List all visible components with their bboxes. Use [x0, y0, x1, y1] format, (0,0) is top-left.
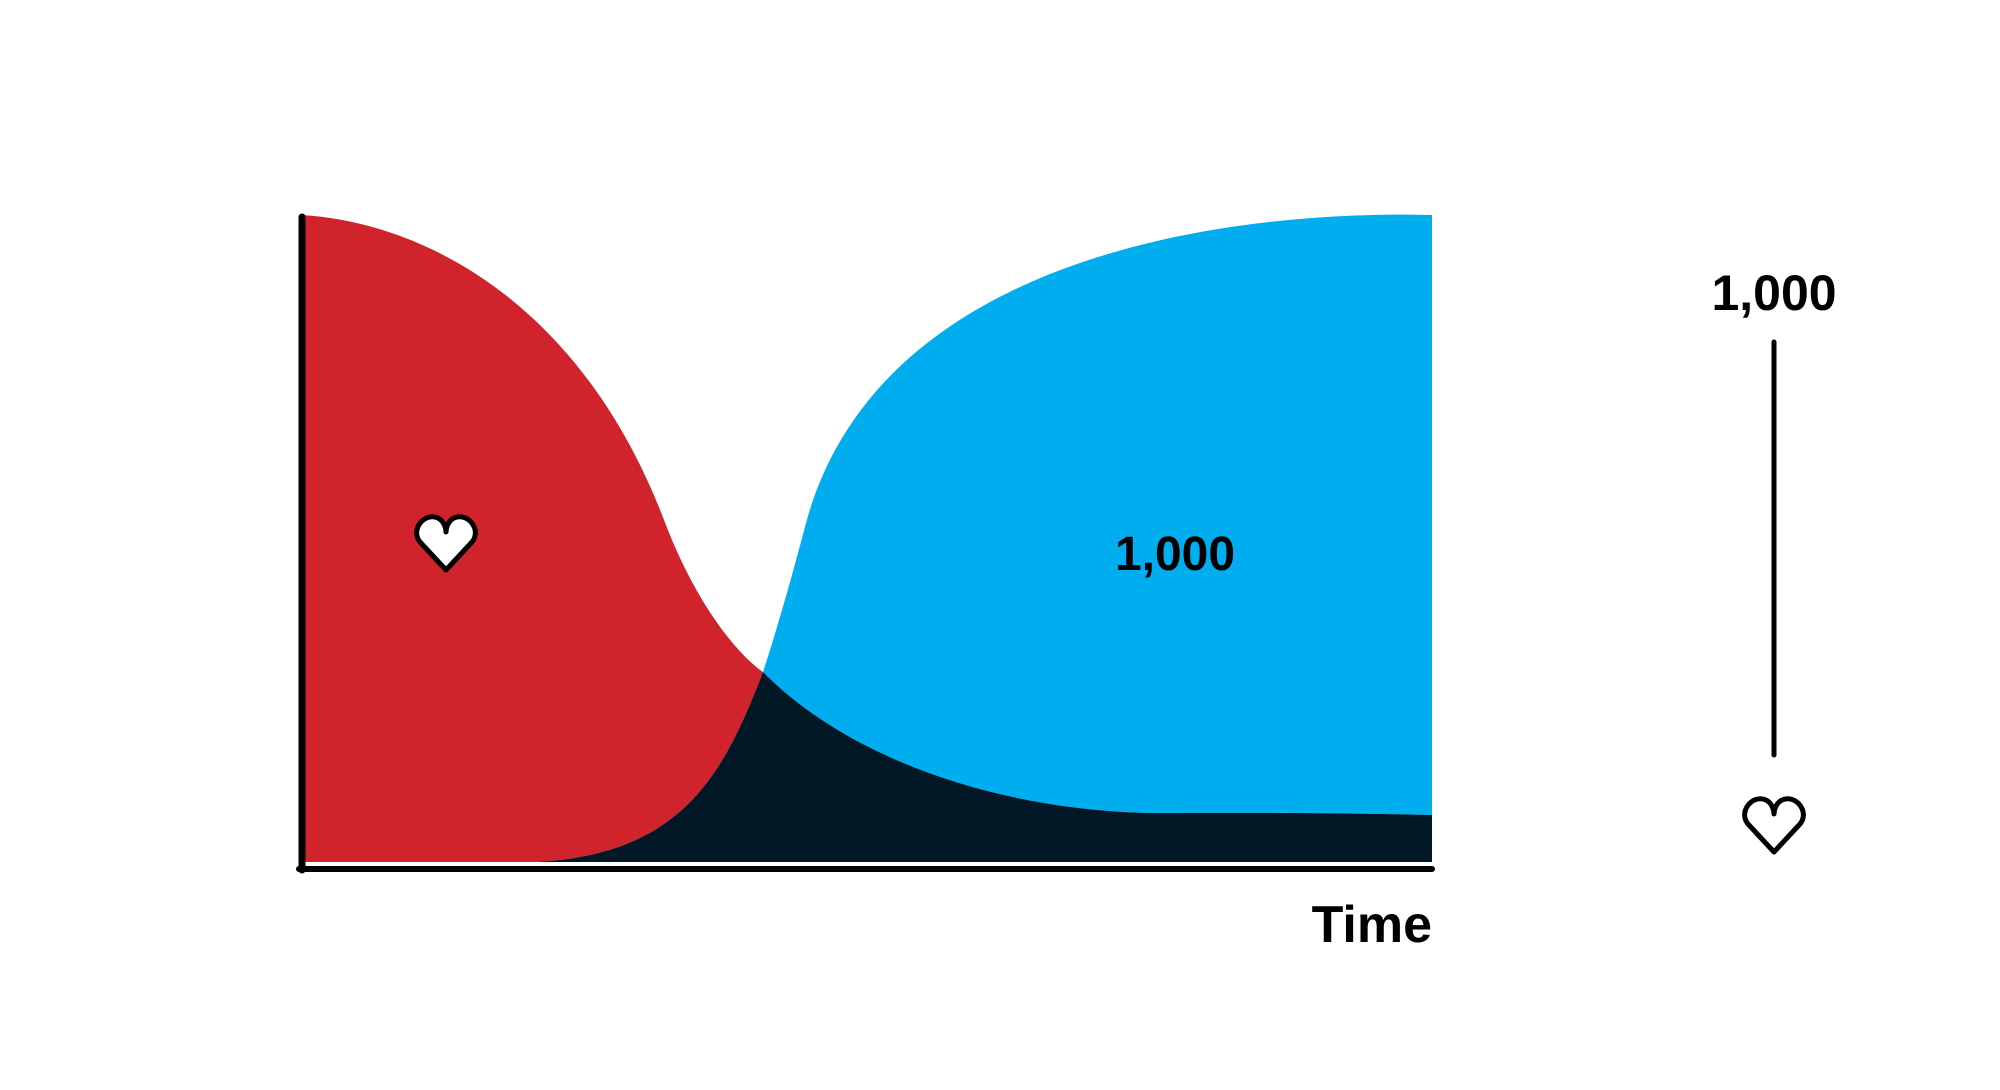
red-region	[302, 215, 763, 862]
center-value-label: 1,000	[1115, 528, 1235, 581]
overlap-region	[535, 672, 1432, 862]
blue-region	[763, 214, 1432, 815]
x-axis-label: Time	[1312, 896, 1432, 954]
heart-outline-icon	[1742, 796, 1806, 855]
scale-top-label: 1,000	[1711, 265, 1836, 321]
heart-outline-icon	[414, 514, 478, 573]
